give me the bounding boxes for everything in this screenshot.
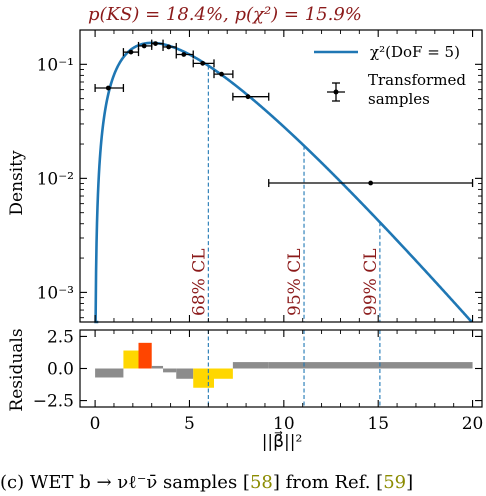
residual-bar [193,368,214,388]
residual-bars-layer [95,342,473,388]
legend-points-swatch [327,82,345,102]
residual-y-tick-label: 2.5 [47,327,74,347]
data-points-layer [94,39,474,188]
caption-middle: ] from Ref. [ [272,472,384,493]
data-point [232,92,270,101]
cl-lines-layer: 68% CL 95% CL 99% CL [189,65,381,322]
residual-bar [123,350,139,369]
caption-suffix: ] [406,472,414,493]
density-y-axis-label: Density [7,150,27,216]
data-point [175,50,194,59]
chart-title: p(KS) = 18.4%, p(χ²) = 15.9% [88,4,362,25]
figure: p(KS) = 18.4%, p(χ²) = 15.9% 68% CL 95% C… [7,4,483,452]
data-point [192,59,215,68]
data-point [151,39,164,48]
cl-label-2: 95% CL [285,249,305,317]
density-panel: 68% CL 95% CL 99% CL 10⁻¹10⁻²10⁻³ Density … [7,29,483,324]
x-tick-label: 10 [273,414,295,434]
residual-bar [138,342,152,369]
x-tick-label: 5 [184,414,195,434]
residual-bar [268,362,473,369]
legend-curve-label: χ²(DoF = 5) [370,43,460,61]
residuals-panel: 2.5 0.0 −2.5 0 5 10 15 20 Residuals ||β⃗||² [7,327,483,452]
y-tick-label: 10⁻³ [37,283,74,303]
residual-bar [163,368,177,373]
y-tick-label: 10⁻¹ [37,55,74,75]
caption-ref-1[interactable]: 58 [249,472,273,493]
x-tick-label: 0 [90,414,101,434]
density-plot-frame [79,29,483,323]
cl-label-1: 68% CL [189,249,209,317]
caption-prefix: (c) WET b → νℓ⁻ν̄ samples [ [0,472,250,493]
residual-bar [95,368,124,378]
data-point [162,42,177,51]
x-tick-label: 20 [462,414,484,434]
cl-label-3: 99% CL [361,249,381,317]
data-point [94,84,125,93]
residual-y-tick-label: 0.0 [47,360,74,380]
data-point [268,179,474,188]
legend-points-label: Transformed samples [368,71,471,108]
density-ticks-layer: 10⁻¹ 10⁻² 10⁻³ [37,29,482,322]
residual-bar [151,365,164,369]
residuals-y-axis-label: Residuals [7,328,27,411]
residual-ticks-layer: 2.5 0.0 −2.5 0 5 10 15 20 [33,327,484,434]
x-axis-label: ||β⃗||² [262,431,303,452]
y-tick-label: 10⁻² [37,169,74,189]
residual-y-tick-label: −2.5 [33,392,74,412]
residual-bar [176,368,194,379]
x-tick-label: 15 [367,414,389,434]
legend: χ²(DoF = 5) Transformed samples [314,43,471,108]
data-point [122,48,140,57]
caption-ref-2[interactable]: 59 [383,472,407,493]
residual-bar [214,368,233,379]
figure-caption: (c) WET b → νℓ⁻ν̄ samples [58] from Ref.… [0,472,486,496]
residual-bar [232,362,269,369]
data-point [213,70,234,79]
